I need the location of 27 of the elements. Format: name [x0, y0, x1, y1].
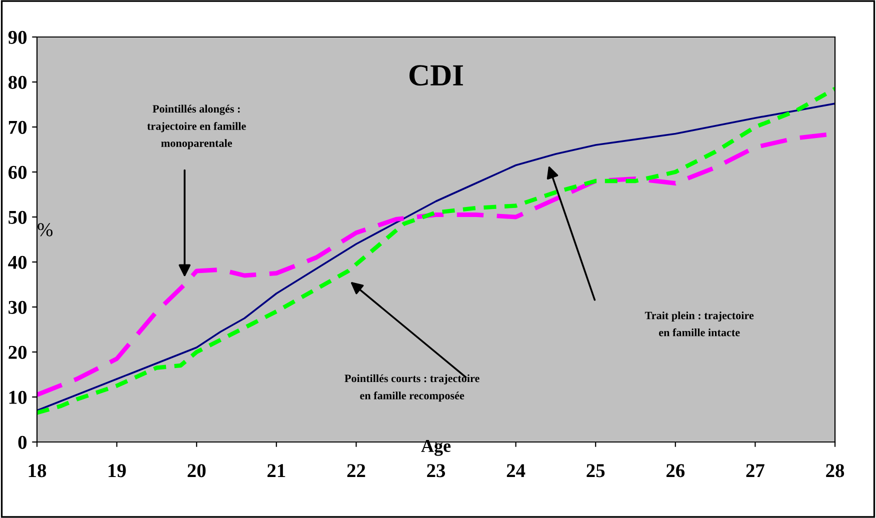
x-tick-label: 20 [188, 464, 206, 478]
x-tick-label: 23 [427, 464, 446, 478]
x-tick-label: 19 [108, 464, 126, 478]
x-axis-title: Age [421, 440, 451, 456]
y-tick-label: 30 [8, 300, 27, 314]
x-tick-label: 28 [826, 464, 844, 478]
y-axis-title: % [38, 223, 53, 236]
y-tick-label: 90 [8, 30, 27, 44]
x-tick-label: 21 [267, 464, 286, 478]
x-tick-label: 27 [746, 464, 764, 478]
y-tick-label: 50 [8, 210, 27, 224]
y-tick-label: 60 [8, 166, 27, 179]
x-tick-label: 24 [506, 464, 526, 478]
annotation: Pointillés courts : trajectoire en famille recomposée [344, 374, 480, 402]
x-tick-label: 26 [666, 464, 685, 478]
y-tick-label: 40 [8, 256, 27, 269]
annotation: Trait plein : trajectoire en famille intacte [644, 311, 754, 336]
y-tick-label: 80 [8, 76, 27, 89]
y-tick-label: 10 [9, 390, 27, 404]
text: CDI [409, 65, 463, 86]
y-tick-label: 0 [18, 436, 27, 449]
x-tick-label: 22 [347, 464, 366, 478]
y-tick-label: 20 [8, 346, 27, 359]
x-tick-label: 25 [586, 464, 605, 478]
y-tick-label: 70 [8, 120, 27, 134]
x-tick-label: 18 [28, 464, 46, 478]
annotation: Pointillés alongés : trajectoire en famille monoparentale [147, 104, 246, 150]
